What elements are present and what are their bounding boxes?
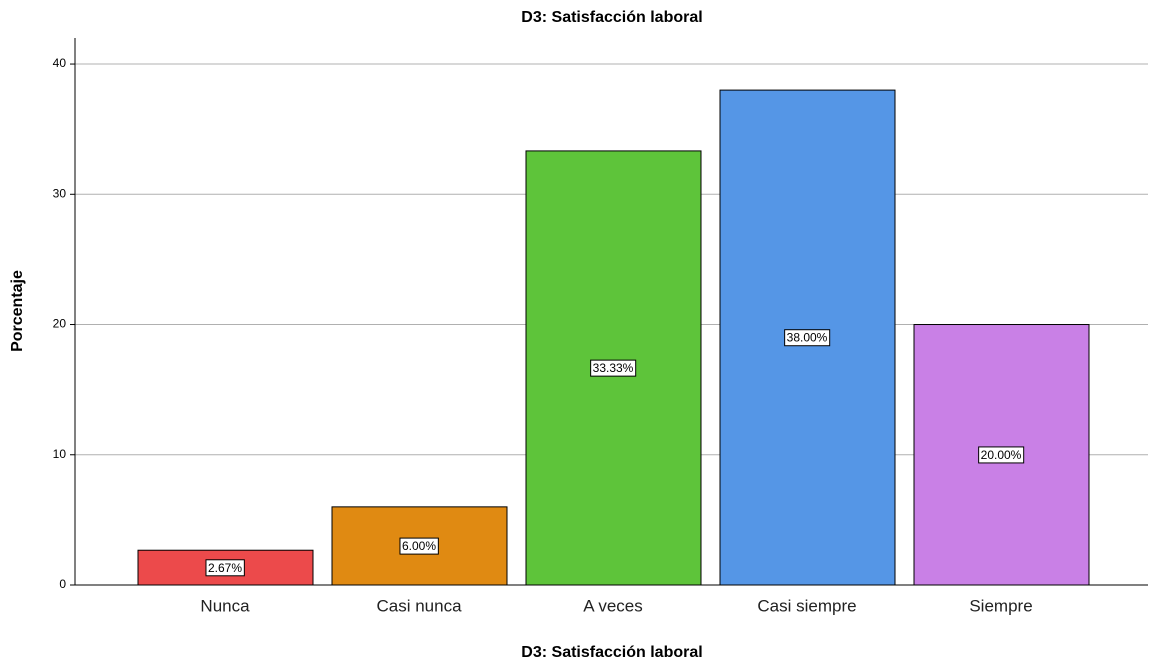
- y-tick-label: 40: [53, 56, 67, 70]
- value-label-box: [399, 537, 439, 555]
- y-tick-label: 10: [53, 447, 67, 461]
- x-tick-label: Casi siempre: [757, 596, 856, 615]
- value-label: 20.00%: [981, 448, 1022, 462]
- x-tick-label: Nunca: [200, 596, 250, 615]
- x-tick-label: A veces: [583, 596, 643, 615]
- y-axis-label: Porcentaje: [9, 270, 26, 352]
- y-tick-label: 30: [53, 186, 67, 200]
- value-label-box: [205, 559, 245, 577]
- value-label: 2.67%: [208, 561, 242, 575]
- value-label: 6.00%: [402, 539, 436, 553]
- y-tick-label: 0: [59, 577, 66, 591]
- y-tick-label: 20: [53, 317, 67, 331]
- value-label: 33.33%: [593, 361, 634, 375]
- value-label-box: [784, 329, 831, 347]
- chart-title: D3: Satisfacción laboral: [521, 9, 702, 26]
- value-label-box: [590, 359, 637, 377]
- value-label: 38.00%: [787, 331, 828, 345]
- x-tick-label: Casi nunca: [376, 596, 462, 615]
- x-axis-label: D3: Satisfacción laboral: [521, 644, 702, 661]
- x-tick-label: Siempre: [969, 596, 1032, 615]
- value-label-box: [978, 446, 1025, 464]
